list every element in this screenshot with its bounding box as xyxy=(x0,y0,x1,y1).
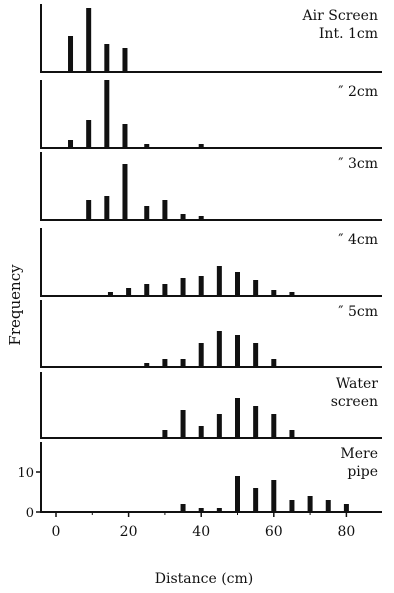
bar xyxy=(235,398,240,438)
bar xyxy=(198,216,204,220)
x-axis: 0 20 40 60 80 xyxy=(52,512,355,540)
bar xyxy=(122,48,128,72)
panel-3: ″ 3cm xyxy=(40,152,382,221)
bar xyxy=(144,284,150,296)
bar xyxy=(104,44,110,72)
bar xyxy=(198,276,204,296)
bar xyxy=(144,206,150,220)
panel-1-label: Int. 1cm xyxy=(319,26,378,42)
panel-7-label: Mere xyxy=(340,446,378,462)
bar xyxy=(122,124,128,148)
bar xyxy=(198,426,204,438)
panel-2-label: ″ 2cm xyxy=(338,84,378,100)
panel-5-label: ″ 5cm xyxy=(338,304,378,320)
panel-2: ″ 2cm xyxy=(40,80,382,149)
bar xyxy=(180,359,186,367)
bar xyxy=(86,8,92,72)
bar xyxy=(104,80,110,148)
panel-7: Mere pipe xyxy=(40,442,382,513)
bar xyxy=(180,410,186,438)
panel-1-label: Air Screen xyxy=(302,8,378,24)
bar xyxy=(325,500,331,512)
bar xyxy=(126,288,132,296)
panel-7-label: pipe xyxy=(347,464,378,480)
x-tick-label: 40 xyxy=(192,524,210,540)
bar xyxy=(216,508,222,512)
panel-6-label: Water xyxy=(336,376,378,392)
bar xyxy=(235,272,240,296)
bar xyxy=(253,406,259,438)
x-axis-label: Distance (cm) xyxy=(155,571,254,587)
bar xyxy=(289,430,295,438)
bar xyxy=(162,284,168,296)
y-axis: 0 10 xyxy=(17,466,41,521)
bar xyxy=(235,476,240,512)
bar xyxy=(289,500,295,512)
bar xyxy=(271,290,277,296)
x-tick-label: 0 xyxy=(52,524,61,540)
panels: Air Screen Int. 1cm ″ 2cm ″ 3cm ″ 4cm ″ 5cm Wa… xyxy=(40,4,382,513)
bar xyxy=(86,200,92,220)
bar xyxy=(198,343,204,367)
bar xyxy=(144,363,150,367)
bar xyxy=(180,504,186,512)
bar xyxy=(271,359,277,367)
panel-6-label: screen xyxy=(331,394,378,410)
bar xyxy=(162,359,168,367)
bar xyxy=(271,480,277,512)
bar xyxy=(216,414,222,438)
bar xyxy=(180,214,186,220)
bar xyxy=(343,504,349,512)
bar xyxy=(289,292,295,296)
panel-4-label: ″ 4cm xyxy=(338,232,378,248)
x-tick-label: 80 xyxy=(337,524,355,540)
bar xyxy=(198,144,204,148)
x-tick-label: 60 xyxy=(265,524,283,540)
bar xyxy=(162,430,168,438)
bar xyxy=(162,200,168,220)
bar xyxy=(68,140,74,148)
bar xyxy=(122,164,128,220)
bar xyxy=(235,335,240,367)
bar xyxy=(253,343,259,367)
bar xyxy=(271,414,277,438)
bar xyxy=(144,144,150,148)
panel-3-label: ″ 3cm xyxy=(338,156,378,172)
y-axis-label: Frequency xyxy=(6,264,24,346)
bar xyxy=(307,496,313,512)
bar xyxy=(104,196,110,220)
bar xyxy=(216,331,222,367)
bar xyxy=(216,266,222,296)
bar xyxy=(198,508,204,512)
bar xyxy=(107,292,113,296)
bar xyxy=(180,278,186,296)
bar xyxy=(86,120,92,148)
bar xyxy=(253,280,259,296)
y-tick-label: 0 xyxy=(26,506,34,521)
bar xyxy=(253,488,259,512)
panel-6: Water screen xyxy=(40,372,382,439)
panel-1: Air Screen Int. 1cm xyxy=(40,4,382,73)
panel-4: ″ 4cm xyxy=(40,228,382,297)
x-tick-label: 20 xyxy=(120,524,138,540)
panel-5: ″ 5cm xyxy=(40,300,382,368)
y-tick-label: 10 xyxy=(17,466,34,481)
bar xyxy=(68,36,74,72)
